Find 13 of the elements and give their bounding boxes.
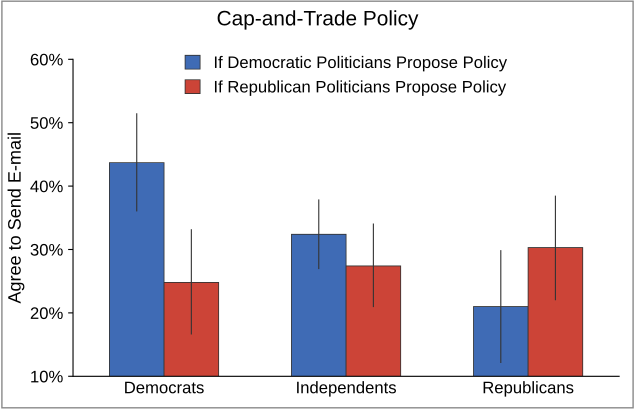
x-tick-label: Republicans — [484, 381, 574, 397]
legend-label: If Democratic Politicians Propose Policy — [214, 56, 508, 72]
x-tick-label: Democrats — [125, 382, 204, 394]
y-tick-label: 40% — [30, 180, 63, 192]
y-tick-label: 50% — [30, 117, 63, 129]
y-tick-label: 10% — [31, 370, 63, 382]
y-tick-label: 30% — [30, 244, 63, 256]
y-axis-title: Agree to Send E-mail — [8, 133, 24, 304]
y-tick-label: 60% — [30, 54, 63, 66]
legend-label: If Republican Politicians Propose Policy — [214, 80, 506, 96]
x-tick-label: Independents — [297, 381, 396, 397]
y-tick-label: 20% — [30, 307, 63, 320]
chart-title: Cap-and-Trade Policy — [218, 10, 418, 30]
